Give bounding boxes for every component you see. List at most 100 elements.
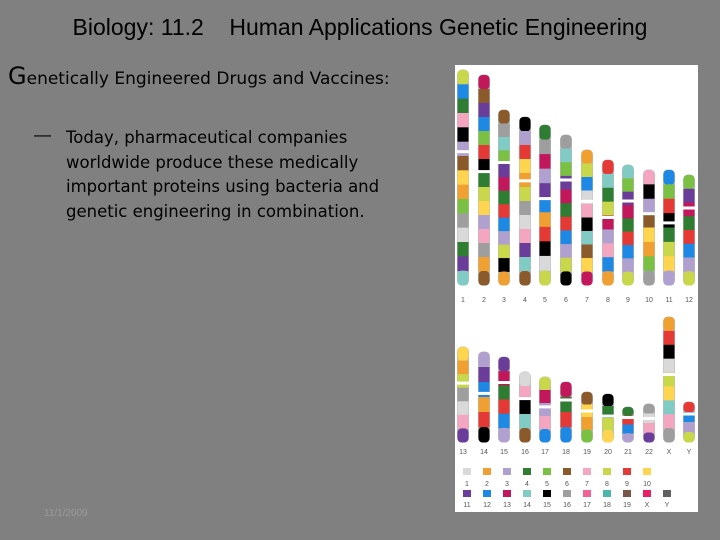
slide-title: Biology: 11.2 Human Applications Genetic… <box>72 14 648 40</box>
centromere <box>477 391 491 395</box>
chromosome-band <box>560 203 572 218</box>
chromosome-band <box>478 187 490 202</box>
image-background <box>455 65 698 512</box>
chromosome-band <box>519 400 531 415</box>
legend-swatch <box>623 490 631 497</box>
chromosome-band <box>663 256 675 272</box>
chromosome-band <box>622 165 634 179</box>
legend-swatch <box>583 468 591 475</box>
bullet-line: worldwide produce these medically <box>66 152 359 172</box>
chromosome-band <box>519 229 531 244</box>
bullet-line: important proteins using bacteria and <box>66 177 380 196</box>
legend-swatch <box>563 468 571 475</box>
chromosome-band <box>663 358 675 374</box>
chromosome-band <box>498 399 510 415</box>
chromosome-band <box>643 432 655 443</box>
chromosome-band <box>683 175 695 190</box>
chromosome-band <box>581 244 593 259</box>
chromosome-band <box>457 401 469 416</box>
chromosome-band <box>539 270 551 286</box>
chromosome-band <box>643 213 655 228</box>
chromosome-label: 7 <box>585 297 589 304</box>
chromosome-band <box>581 429 593 443</box>
chromosome-band <box>457 360 469 375</box>
chromosome-band <box>457 156 469 171</box>
legend-swatch <box>643 468 651 475</box>
chromosome-band <box>519 187 531 202</box>
chromosome-band <box>519 386 531 401</box>
chromosome-band <box>581 177 593 191</box>
chromosome-band <box>539 183 551 199</box>
chromosome-label: 4 <box>523 297 527 304</box>
chromosome-band <box>560 148 572 163</box>
centromere <box>621 199 635 203</box>
legend-label: 8 <box>605 481 609 488</box>
centromere <box>662 221 676 225</box>
chromosome-band <box>602 257 614 272</box>
chromosome-band <box>560 257 572 272</box>
chromosome-band <box>581 204 593 218</box>
chromosome-band <box>663 227 675 243</box>
chromosome-band <box>622 415 634 425</box>
legend-label: 18 <box>603 502 611 509</box>
chromosome-band <box>643 256 655 272</box>
chromosome-band <box>602 215 614 230</box>
chromosome-band <box>498 427 510 443</box>
chromosome-band <box>519 117 531 132</box>
chromosome-band <box>539 241 551 257</box>
chromosome-band <box>498 190 510 205</box>
legend-label: 1 <box>465 481 469 488</box>
chromosome-band <box>478 117 490 132</box>
chromosome-band <box>602 173 614 189</box>
chromosome-label: 17 <box>541 449 549 456</box>
legend-swatch <box>663 490 671 497</box>
chromosome-band <box>478 229 490 244</box>
bullet-line: Today, pharmaceutical companies <box>66 128 348 147</box>
legend-swatch <box>463 490 471 497</box>
legend-label: 9 <box>625 481 629 488</box>
legend-label: 19 <box>623 502 631 509</box>
chromosome-band <box>498 413 510 429</box>
chromosome-band <box>581 392 593 405</box>
legend-swatch <box>523 468 531 475</box>
chromosome-band <box>683 257 695 272</box>
chromosome-band <box>498 177 510 192</box>
chromosome-band <box>478 367 490 383</box>
chromosome-band <box>457 347 469 362</box>
centromere <box>497 161 511 164</box>
chromosome-band <box>519 201 531 216</box>
bullet-line: genetic engineering in combination. <box>66 201 365 221</box>
legend-label: 11 <box>463 502 470 509</box>
chromosome-band <box>663 414 675 429</box>
legend-swatch <box>623 468 631 475</box>
chromosome-band <box>602 271 614 286</box>
chromosome-band <box>643 241 655 257</box>
chromosome-band <box>643 184 655 200</box>
centromere <box>601 216 615 219</box>
chromosome-band <box>498 371 510 386</box>
chromosome-band <box>457 414 469 429</box>
legend-label: 15 <box>543 502 551 509</box>
centromere <box>621 416 635 419</box>
chromosome-band <box>602 229 614 244</box>
chromosome-band <box>457 170 469 186</box>
legend-swatch <box>463 468 471 475</box>
chromosome-band <box>539 377 551 391</box>
chromosome-label: 21 <box>624 449 632 456</box>
chromosome-band <box>539 125 551 141</box>
chromosome-band <box>478 131 490 146</box>
chromosome-band <box>622 407 634 417</box>
chromosome-band <box>478 89 490 104</box>
centromere <box>538 197 552 201</box>
chromosome-band <box>457 70 469 85</box>
legend-swatch <box>503 468 511 475</box>
chromosome-band <box>539 139 551 155</box>
chromosome-label: 6 <box>564 297 568 304</box>
chromosome-label: 14 <box>480 449 488 456</box>
chromosome-band <box>560 412 572 428</box>
chromosome-band <box>457 270 469 286</box>
chromosome-band <box>539 429 551 443</box>
chromosome-band <box>581 231 593 245</box>
chromosome-band <box>478 382 490 398</box>
chromosome-band <box>663 344 675 360</box>
